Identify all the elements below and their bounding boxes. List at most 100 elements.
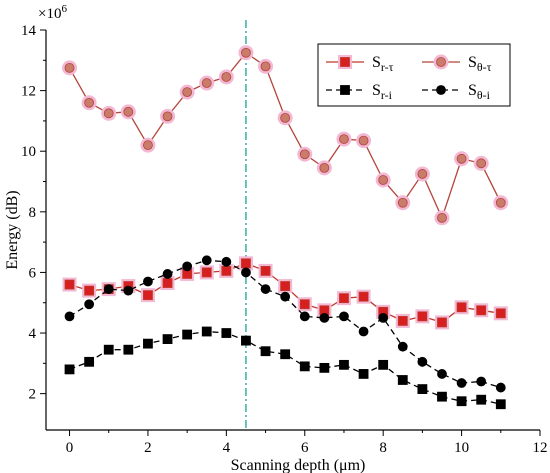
data-point: [417, 311, 428, 322]
data-point: [123, 106, 134, 117]
data-point: [84, 299, 95, 310]
data-point: [437, 391, 447, 402]
data-point: [182, 261, 193, 272]
data-point: [495, 399, 506, 410]
data-point: [358, 369, 369, 379]
plot-area: 0 2 4 6 8 10 12 2 4 6 8 10 12 14×106 Scanning depth (μ…: [4, 3, 548, 473]
y-multiplier-label: ×106: [38, 3, 67, 22]
data-point: [378, 359, 389, 370]
x-axis-title: Scanning depth (μm): [231, 457, 366, 473]
y-axis-title: Energy (dB): [4, 190, 21, 269]
x-tick-label: 4: [223, 440, 231, 456]
data-point: [182, 87, 193, 98]
data-point: [476, 158, 487, 169]
data-point: [260, 346, 271, 357]
data-point: [103, 344, 114, 355]
series-0: [62, 256, 508, 330]
data-point: [476, 394, 487, 405]
data-point: [143, 338, 153, 349]
data-point: [162, 111, 173, 122]
x-tick-label: 6: [301, 440, 309, 456]
data-point: [456, 396, 467, 407]
legend-marker: [436, 85, 446, 95]
data-point: [299, 361, 310, 372]
y-tick-label: 10: [21, 144, 36, 160]
data-point: [476, 376, 487, 387]
data-point: [201, 326, 212, 337]
data-point: [397, 375, 408, 385]
data-point: [378, 175, 389, 185]
data-point: [221, 256, 232, 267]
data-point: [201, 267, 212, 278]
data-point: [397, 197, 408, 208]
x-tick-label: 10: [454, 440, 469, 456]
data-point: [64, 364, 75, 375]
series-3: [64, 255, 506, 393]
data-point: [456, 378, 467, 388]
legend-label: Sθ-i: [468, 82, 491, 102]
data-point: [64, 311, 75, 322]
data-point: [299, 299, 310, 310]
legend-marker: [340, 85, 350, 95]
legend-box: [317, 43, 511, 107]
data-point: [495, 197, 506, 208]
data-point: [397, 341, 408, 352]
data-point: [201, 78, 212, 88]
y-tick-label: 8: [29, 205, 37, 221]
data-point: [319, 162, 330, 173]
data-point: [143, 276, 153, 287]
x-tick-label: 8: [379, 440, 387, 456]
data-point: [260, 266, 271, 276]
data-point: [437, 369, 447, 379]
data-point: [280, 349, 291, 360]
data-point: [162, 269, 173, 279]
data-point: [339, 134, 349, 144]
data-point: [280, 291, 291, 302]
data-point: [221, 266, 232, 276]
data-point: [64, 62, 75, 73]
data-point: [456, 153, 467, 164]
data-point: [456, 302, 467, 313]
data-point: [397, 316, 408, 326]
series-1: [62, 45, 509, 226]
data-point: [378, 312, 389, 323]
data-point: [64, 279, 75, 290]
legend-label: Sr-i: [372, 82, 393, 102]
data-point: [103, 284, 114, 294]
data-point: [201, 255, 212, 266]
y-tick-label: 2: [29, 387, 37, 403]
data-point: [339, 293, 349, 304]
y-tick-label: 14: [21, 23, 37, 39]
y-tick-label: 4: [29, 326, 37, 342]
data-point: [143, 290, 153, 301]
data-point: [299, 311, 310, 322]
data-point: [84, 285, 95, 296]
data-point: [221, 72, 232, 82]
legend: Sr-τ Sθ-τ Sr-i Sθ-i: [317, 43, 511, 107]
data-point: [417, 384, 428, 394]
series-2: [64, 326, 506, 410]
x-tick-label: 2: [144, 440, 152, 456]
legend-label: Sr-τ: [372, 54, 394, 74]
data-point: [143, 140, 153, 151]
x-tick-label: 0: [66, 440, 74, 456]
data-point: [103, 108, 114, 119]
data-point: [339, 311, 349, 322]
data-point: [260, 284, 271, 294]
data-point: [182, 329, 193, 340]
data-point: [437, 212, 447, 223]
data-point: [495, 308, 506, 319]
data-point: [280, 112, 291, 123]
data-point: [280, 281, 291, 291]
y-tick-label: 6: [29, 265, 37, 281]
data-point: [358, 135, 369, 146]
data-point: [260, 61, 271, 72]
data-point: [358, 291, 369, 302]
data-point: [162, 334, 173, 344]
data-point: [123, 344, 134, 355]
data-point: [84, 97, 95, 108]
legend-label: Sθ-τ: [468, 54, 492, 74]
data-point: [299, 149, 310, 160]
data-point: [319, 362, 330, 373]
